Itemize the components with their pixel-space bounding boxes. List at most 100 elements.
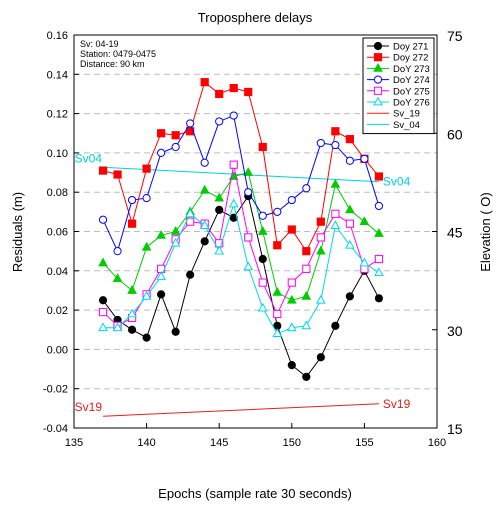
axis-ticks: -0.04 -0.02 0.00 0.02 0.04 0.06 0.08 0.10 0.12 0.… [43,28,463,449]
data-point [315,245,326,255]
data-point [156,271,166,281]
data-point [215,89,224,99]
x-tick-label: 150 [283,437,301,449]
y-tick-label: 0.06 [47,227,68,239]
y2-axis-title: Elevation ( O) [478,192,493,271]
chart-note: Station: 0479-0475 [80,49,156,59]
legend-swatch-marker [373,41,383,51]
data-point [229,83,238,93]
data-point [229,111,238,120]
x-tick-label: 140 [137,437,155,449]
chart-note: Distance: 90 km [80,59,145,69]
data-point [331,127,340,136]
data-point [98,296,108,305]
data-point [316,138,325,148]
data-point [200,158,209,167]
y-axis-title: Residuals (m) [10,192,25,272]
legend-label: DoY 274 [393,75,430,86]
elevation-lines: Sv19 Sv19 Sv04 Sv04 [75,151,411,417]
y-tick-label: -0.02 [43,384,68,396]
y-tick-label: 0.14 [47,69,68,81]
data-point [374,254,384,264]
data-point [374,267,384,277]
data-point [345,156,354,165]
data-point [98,257,108,267]
data-point [228,198,239,208]
legend-swatch-marker [373,53,383,62]
data-point [345,135,354,144]
data-point [345,292,354,301]
y-tick-label: 0.16 [47,30,68,42]
data-point [301,290,312,300]
chart-note: Sv: 04-19 [80,39,119,49]
data-point [330,178,341,188]
legend-swatch-marker [373,86,383,95]
chart-title: Troposphere delays [198,10,313,25]
data-point [302,184,311,193]
data-point [316,353,325,362]
legend-label: Sv_19 [393,109,420,120]
data-point [374,201,384,211]
data-point [258,254,267,264]
legend-item: Doy 272 [367,53,428,64]
data-point [258,211,267,220]
legend-item: DoY 275 [367,86,430,97]
x-tick-label: 145 [210,437,228,449]
data-point [142,333,151,342]
data-point [287,195,296,205]
data-point [345,219,354,228]
x-tick-label: 155 [355,437,373,449]
data-point [345,239,355,249]
data-point [157,148,166,157]
data-point [186,119,195,128]
data-point [316,217,325,226]
data-point [302,247,311,256]
data-point [330,220,341,229]
data-point [98,215,108,224]
data-point [112,322,123,332]
series-doy-274 [98,111,384,256]
legend-label: DoY 273 [393,64,430,75]
data-point [156,229,166,239]
data-point [287,361,296,370]
data-point [186,127,195,136]
data-point [127,285,137,294]
data-point [331,209,340,218]
data-point [112,273,123,283]
data-point [258,278,267,287]
data-point [200,78,209,87]
data-point [257,226,268,235]
elevation-line-sv-19 [103,403,379,417]
data-point [244,233,253,242]
series-doy-272 [98,78,384,256]
data-point [127,195,137,205]
data-point [301,320,312,330]
data-point [215,117,224,126]
data-point [215,205,224,214]
data-point [287,225,296,234]
data-point [171,142,180,152]
data-point [345,204,355,214]
data-point [302,372,311,382]
data-point [374,172,384,181]
elevation-label-end: Sv04 [383,175,411,189]
series-line [103,202,380,335]
data-point [331,321,340,330]
data-point [331,140,340,150]
data-point [214,245,225,255]
y-tick-label: 0.02 [47,305,68,317]
y2-tick-label: 45 [447,225,463,241]
elevation-label-start: Sv19 [75,400,103,414]
data-point [186,270,195,279]
data-point [229,160,238,169]
legend-label: Sv_04 [393,120,420,131]
series-line [102,194,380,378]
data-point [243,261,254,271]
legend-item: DoY 274 [367,75,430,86]
y2-tick-label: 30 [447,323,463,339]
data-point [127,325,137,334]
x-axis-title: Epochs (sample rate 30 seconds) [158,486,352,501]
data-point [200,237,209,246]
